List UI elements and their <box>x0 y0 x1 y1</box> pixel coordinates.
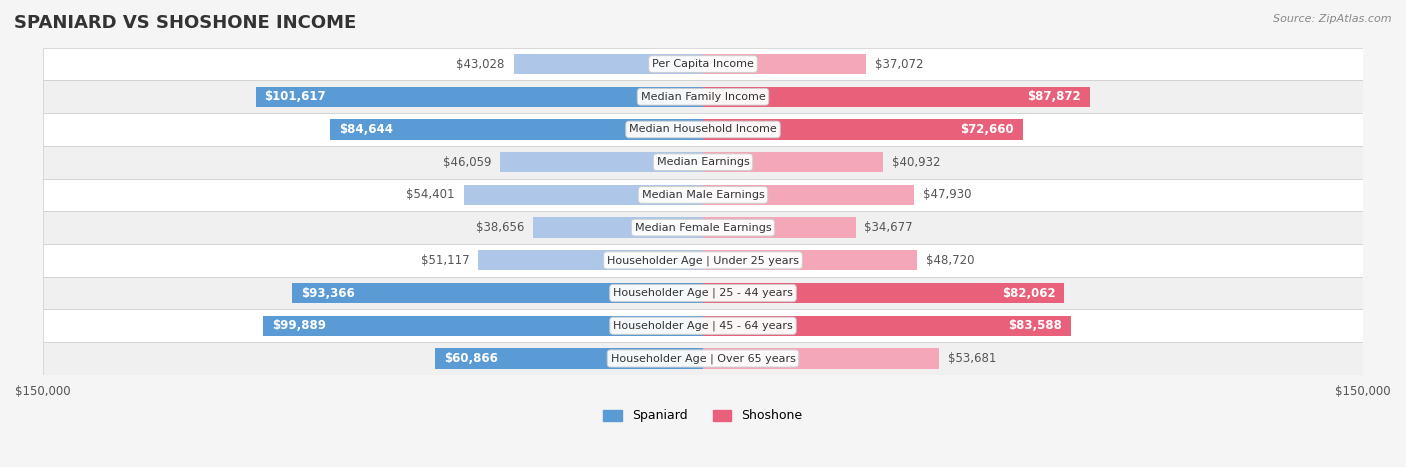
Text: $87,872: $87,872 <box>1028 90 1081 103</box>
Text: Per Capita Income: Per Capita Income <box>652 59 754 69</box>
FancyBboxPatch shape <box>42 277 1364 310</box>
Text: $40,932: $40,932 <box>891 156 941 169</box>
Text: $84,644: $84,644 <box>339 123 394 136</box>
FancyBboxPatch shape <box>42 178 1364 211</box>
Bar <box>703 185 914 205</box>
Bar <box>703 54 866 74</box>
FancyBboxPatch shape <box>42 342 1364 375</box>
Text: $34,677: $34,677 <box>865 221 912 234</box>
Text: Median Female Earnings: Median Female Earnings <box>634 223 772 233</box>
Bar <box>703 218 856 238</box>
FancyBboxPatch shape <box>42 48 1364 80</box>
Text: $93,366: $93,366 <box>301 287 354 299</box>
Text: $101,617: $101,617 <box>264 90 326 103</box>
Bar <box>533 218 703 238</box>
Bar <box>256 86 703 107</box>
Text: $37,072: $37,072 <box>875 57 924 71</box>
Text: SPANIARD VS SHOSHONE INCOME: SPANIARD VS SHOSHONE INCOME <box>14 14 356 32</box>
Bar <box>703 86 1090 107</box>
Text: $46,059: $46,059 <box>443 156 492 169</box>
Bar <box>513 54 703 74</box>
Bar <box>703 348 939 368</box>
Bar <box>703 250 918 270</box>
Bar <box>703 152 883 172</box>
Legend: Spaniard, Shoshone: Spaniard, Shoshone <box>599 404 807 427</box>
Bar <box>292 283 703 303</box>
Bar <box>330 120 703 140</box>
Text: $47,930: $47,930 <box>922 188 972 201</box>
Bar <box>263 316 703 336</box>
FancyBboxPatch shape <box>42 146 1364 178</box>
Text: $82,062: $82,062 <box>1001 287 1056 299</box>
Bar <box>434 348 703 368</box>
Text: $99,889: $99,889 <box>273 319 326 333</box>
FancyBboxPatch shape <box>42 244 1364 277</box>
Text: $72,660: $72,660 <box>960 123 1014 136</box>
Text: $60,866: $60,866 <box>444 352 498 365</box>
Text: $43,028: $43,028 <box>457 57 505 71</box>
Text: Median Family Income: Median Family Income <box>641 92 765 102</box>
Bar <box>464 185 703 205</box>
Bar <box>501 152 703 172</box>
Bar <box>703 120 1022 140</box>
FancyBboxPatch shape <box>42 113 1364 146</box>
Text: Median Earnings: Median Earnings <box>657 157 749 167</box>
FancyBboxPatch shape <box>42 211 1364 244</box>
Text: Householder Age | 45 - 64 years: Householder Age | 45 - 64 years <box>613 320 793 331</box>
Text: Householder Age | Under 25 years: Householder Age | Under 25 years <box>607 255 799 266</box>
Text: $83,588: $83,588 <box>1008 319 1062 333</box>
Text: Source: ZipAtlas.com: Source: ZipAtlas.com <box>1274 14 1392 24</box>
Text: $48,720: $48,720 <box>927 254 974 267</box>
Bar <box>703 316 1071 336</box>
Text: Householder Age | Over 65 years: Householder Age | Over 65 years <box>610 353 796 364</box>
Text: Householder Age | 25 - 44 years: Householder Age | 25 - 44 years <box>613 288 793 298</box>
Bar <box>478 250 703 270</box>
Text: $54,401: $54,401 <box>406 188 454 201</box>
Text: $38,656: $38,656 <box>475 221 524 234</box>
FancyBboxPatch shape <box>42 310 1364 342</box>
FancyBboxPatch shape <box>42 80 1364 113</box>
Text: Median Male Earnings: Median Male Earnings <box>641 190 765 200</box>
Text: $53,681: $53,681 <box>948 352 997 365</box>
Text: $51,117: $51,117 <box>420 254 470 267</box>
Bar <box>703 283 1064 303</box>
Text: Median Household Income: Median Household Income <box>628 125 778 134</box>
